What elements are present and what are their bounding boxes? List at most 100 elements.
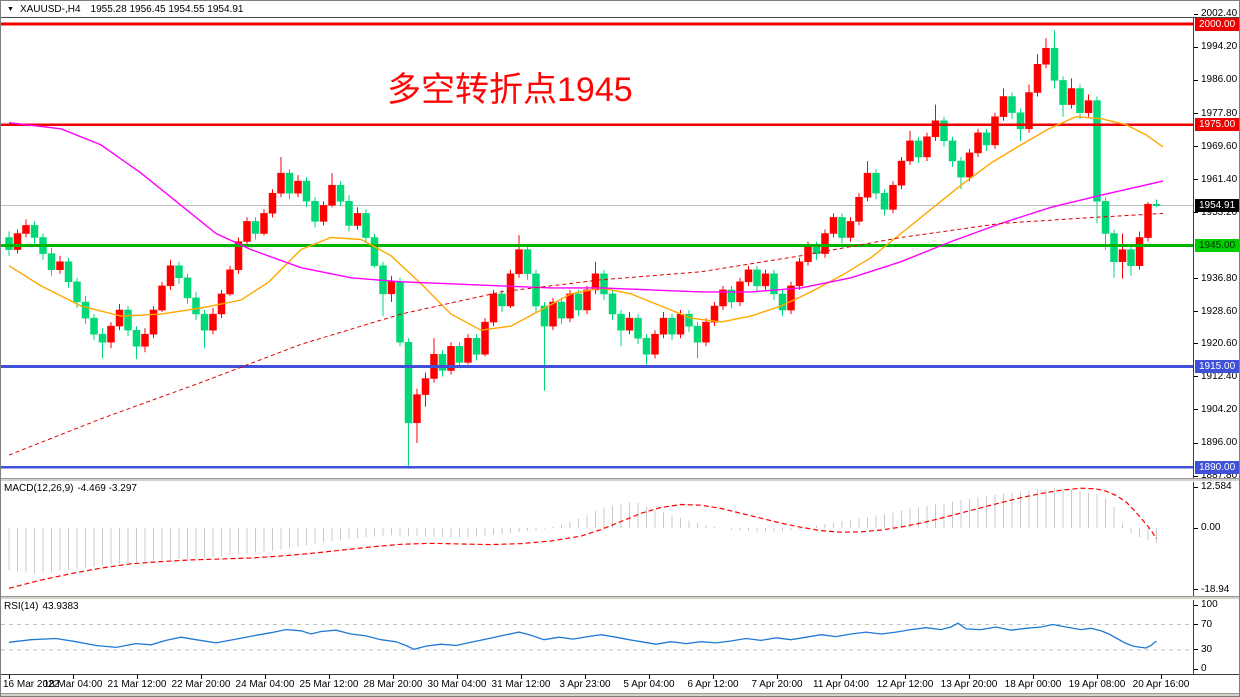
time-axis-tick [73,675,74,679]
axis-tick [1194,311,1198,313]
time-axis-tick [905,675,906,679]
axis-tick-label: 12.584 [1201,481,1232,492]
time-label: 16 Mar 2022 [3,679,60,690]
time-axis-tick [329,675,330,679]
price-axis[interactable]: 2002.40 1994.20 1986.00 1977.80 1969.60 1961.… [1193,8,1239,481]
time-axis-tick [1161,675,1162,679]
axis-tick [1194,624,1198,625]
time-label: 18 Mar 04:00 [43,679,103,690]
time-label: 12 Apr 12:00 [876,679,934,690]
time-axis-tick [521,675,522,679]
time-label: 5 Apr 04:00 [623,679,675,690]
symbol-timeframe-label: XAUUSD-,H4 [19,3,81,15]
axis-tick [1194,212,1198,214]
axis-tick-label: 2002.40 [1201,8,1238,20]
macd-panel: MACD(12,26,9) -4.469 -3.297 12.584 0.00 -18… [1,481,1239,596]
time-axis-tick [1033,675,1034,679]
time-axis-tick [585,675,586,679]
axis-tick [1194,343,1198,345]
axis-tick-label: 70 [1201,618,1213,630]
time-label: 28 Mar 20:00 [363,679,423,690]
price-badge-1890.00: 1890.00 [1195,460,1239,474]
time-axis-tick [713,675,714,679]
axis-tick [1194,376,1198,378]
axis-tick-label: 1896.00 [1201,437,1238,448]
axis-tick-label: 0.00 [1201,522,1221,533]
macd-histogram [8,488,1157,574]
time-label: 22 Mar 20:00 [171,679,231,690]
price-chart-panel: 多空转折点1945 2002.40 1994.20 1986.00 1977.80 19… [1,8,1239,481]
axis-tick [1194,486,1198,488]
ma-fast-orange [8,115,1164,331]
axis-tick [1194,46,1198,48]
time-axis-tick [9,675,10,679]
time-axis-tick [649,675,650,679]
axis-tick [1194,442,1198,444]
panel-separator[interactable] [1,596,1239,600]
time-axis-tick [265,675,266,679]
window-bottom-edge [1,693,1239,696]
macd-values: -4.469 -3.297 [77,483,137,494]
chevron-down-icon[interactable]: ▼ [7,5,14,13]
time-axis-tick [841,675,842,679]
axis-tick-label: 1912.40 [1201,370,1238,382]
axis-tick [1194,278,1198,280]
time-axis-tick [457,675,458,679]
time-axis-tick [201,675,202,679]
axis-tick-label: 1961.40 [1201,173,1238,185]
rsi-axis[interactable]: 100 70 30 0 [1193,599,1239,674]
axis-tick-label: 1986.00 [1201,74,1238,86]
time-label: 25 Mar 12:00 [299,679,359,690]
axis-tick-label: 1977.80 [1201,107,1238,119]
axis-tick-label: 30 [1201,643,1213,655]
rsi-name: RSI(14) [4,601,39,612]
axis-tick-label: 1904.20 [1201,403,1238,415]
axis-tick [1194,527,1198,529]
axis-tick-label: 1928.60 [1201,305,1238,317]
time-axis[interactable]: 16 Mar 2022 18 Mar 04:00 21 Mar 12:00 22 Ma… [1,674,1239,693]
chart-annotation-text[interactable]: 多空转折点1945 [387,71,633,109]
time-label: 30 Mar 04:00 [427,679,487,690]
axis-tick [1194,604,1198,606]
axis-tick [1194,79,1198,81]
axis-tick-label: 1920.60 [1201,337,1238,349]
time-axis-tick [1097,675,1098,679]
ohlc-quote-label: 1955.28 1956.45 1954.55 1954.91 [90,3,244,15]
price-badge-1975.00: 1975.00 [1195,118,1239,132]
axis-tick-label: 1936.80 [1201,272,1238,284]
axis-tick-label: 1887.80 [1201,470,1238,481]
axis-tick [1194,668,1198,670]
time-axis-tick [393,675,394,679]
ma-slow-magenta [8,122,1164,293]
axis-tick [1194,409,1198,411]
rsi-value: 43.9383 [42,601,79,612]
time-label: 31 Mar 12:00 [491,679,551,690]
axis-tick [1194,475,1198,477]
chart-title-bar[interactable]: ▼ XAUUSD-,H4 1955.28 1956.45 1954.55 195… [1,1,1239,18]
time-label: 20 Apr 16:00 [1132,679,1190,690]
time-label: 3 Apr 23:00 [559,679,611,690]
price-badge-2000.00: 2000.00 [1195,17,1239,31]
time-axis-tick [777,675,778,679]
time-label: 21 Mar 12:00 [107,679,167,690]
price-badge-1915.00: 1915.00 [1195,359,1239,373]
time-axis-tick [969,675,970,679]
ma-long-red [8,212,1164,456]
axis-tick [1194,179,1198,180]
rsi-label: RSI(14) 43.9383 [4,601,79,612]
axis-tick-label: 0 [1201,663,1207,674]
current-price-badge: 1954.91 [1195,199,1239,213]
axis-tick-label: 100 [1201,599,1218,611]
panel-separator[interactable] [1,478,1239,482]
macd-label: MACD(12,26,9) -4.469 -3.297 [4,483,137,494]
rsi-canvas[interactable] [1,600,1193,674]
rsi-panel: RSI(14) 43.9383 100 70 30 0 [1,599,1239,674]
rsi-line [8,622,1157,650]
macd-canvas[interactable] [1,482,1193,596]
axis-tick [1194,589,1198,591]
macd-axis[interactable]: 12.584 0.00 -18.94 [1193,481,1239,596]
price-chart-canvas[interactable] [1,18,1193,478]
axis-tick-label: -18.94 [1201,583,1230,595]
axis-tick [1194,146,1198,147]
macd-signal-line [8,487,1158,589]
